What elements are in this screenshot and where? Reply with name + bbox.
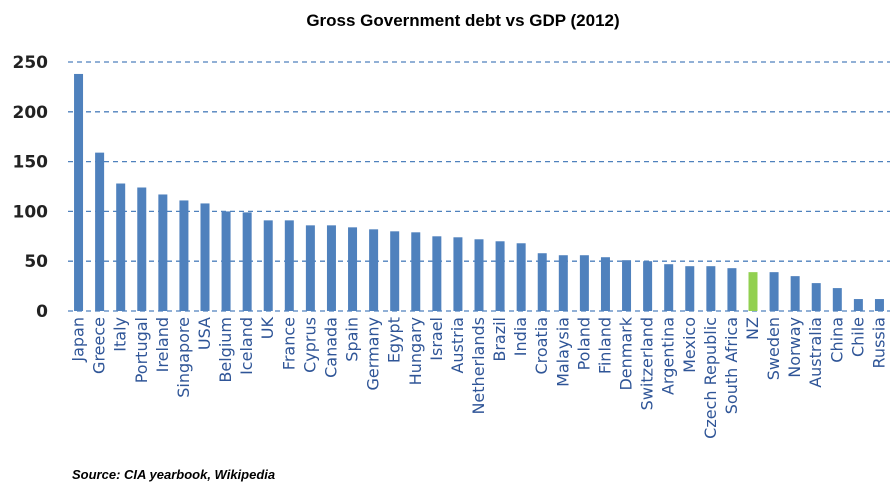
x-tick-label: Croatia <box>532 317 551 375</box>
bar-switzerland <box>643 261 653 311</box>
x-tick-label: Austria <box>448 317 467 374</box>
x-tick-label: Mexico <box>680 317 699 373</box>
x-tick-label: Italy <box>111 317 130 352</box>
bar-croatia <box>537 253 547 311</box>
x-tick-label: Portugal <box>132 317 151 383</box>
bar-chile <box>853 299 863 311</box>
x-tick-label: India <box>511 317 530 356</box>
bar-usa <box>200 203 210 311</box>
bar-france <box>284 220 294 311</box>
bar-argentina <box>664 264 674 311</box>
x-tick-label: Russia <box>869 317 888 368</box>
bar-greece <box>95 152 105 311</box>
bar-portugal <box>137 187 147 311</box>
x-tick-label: Belgium <box>216 317 235 383</box>
bars <box>74 73 884 312</box>
x-tick-label: Egypt <box>385 317 404 363</box>
x-tick-label: Ireland <box>153 317 172 372</box>
bar-spain <box>348 227 358 311</box>
bar-south-africa <box>727 268 737 311</box>
y-tick-label: 50 <box>24 252 48 272</box>
chart-title: Gross Government debt vs GDP (2012) <box>306 11 619 30</box>
source-note: Source: CIA yearbook, Wikipedia <box>72 467 276 482</box>
bar-russia <box>874 299 884 311</box>
bar-australia <box>811 283 821 311</box>
bar-nz <box>748 272 758 311</box>
bar-cyprus <box>305 225 315 311</box>
x-tick-label: Netherlands <box>469 317 488 415</box>
x-tick-label: Canada <box>321 317 340 378</box>
y-tick-label: 150 <box>13 153 49 173</box>
bar-czech-republic <box>706 266 716 311</box>
x-tick-label: Israel <box>427 317 446 361</box>
x-tick-label: Australia <box>806 317 825 388</box>
x-tick-label: Sweden <box>764 317 783 380</box>
x-tick-label: Cyprus <box>300 317 319 373</box>
bar-ireland <box>158 194 168 311</box>
x-tick-label: Hungary <box>406 317 425 385</box>
bar-hungary <box>411 232 421 311</box>
x-tick-label: Czech Republic <box>701 317 720 439</box>
bar-iceland <box>242 212 252 311</box>
y-tick-label: 100 <box>13 202 49 222</box>
bar-poland <box>579 255 589 311</box>
bar-finland <box>600 257 610 311</box>
bar-sweden <box>769 272 779 311</box>
bar-brazil <box>495 241 505 311</box>
y-tick-label: 200 <box>13 103 49 123</box>
x-tick-label: Germany <box>364 317 383 391</box>
x-tick-label: China <box>827 317 846 363</box>
bar-germany <box>369 229 379 311</box>
x-tick-label: Singapore <box>174 317 193 398</box>
x-tick-label: Switzerland <box>638 317 657 410</box>
y-tick-label: 250 <box>13 53 49 73</box>
x-tick-label: Argentina <box>659 317 678 395</box>
bar-netherlands <box>474 239 484 311</box>
bar-singapore <box>179 200 189 311</box>
bar-canada <box>326 225 336 311</box>
x-tick-label: Norway <box>785 317 804 378</box>
x-tick-label: Spain <box>343 317 362 362</box>
x-tick-label: France <box>279 317 298 370</box>
bar-austria <box>453 237 463 311</box>
bar-egypt <box>390 231 400 311</box>
x-tick-label: Denmark <box>617 316 636 390</box>
bar-israel <box>432 236 442 311</box>
x-tick-label: Malaysia <box>553 317 572 387</box>
x-tick-label: South Africa <box>722 317 741 414</box>
x-tick-label: USA <box>195 317 214 350</box>
x-tick-label: Brazil <box>490 317 509 362</box>
bar-belgium <box>221 211 231 311</box>
x-axis: Japan Greece Italy Portugal Ireland Singapore… <box>69 316 889 439</box>
x-tick-label: NZ <box>743 317 762 340</box>
y-axis: 0 50 100 150 200 250 <box>13 53 49 322</box>
x-tick-label: Finland <box>595 317 614 374</box>
x-tick-label: Greece <box>90 317 109 374</box>
bar-china <box>832 288 842 311</box>
bar-uk <box>263 220 273 311</box>
x-tick-label: Japan <box>69 317 88 363</box>
bar-japan <box>74 73 84 312</box>
x-tick-label: Iceland <box>237 317 256 375</box>
bar-india <box>516 243 526 311</box>
x-tick-label: Poland <box>574 317 593 370</box>
bar-italy <box>116 183 126 311</box>
y-tick-label: 0 <box>36 302 48 322</box>
bar-denmark <box>622 260 632 311</box>
x-tick-label: UK <box>258 316 277 339</box>
x-tick-label: Chile <box>848 317 867 357</box>
bar-mexico <box>685 266 695 311</box>
bar-norway <box>790 276 800 311</box>
bar-malaysia <box>558 255 568 311</box>
